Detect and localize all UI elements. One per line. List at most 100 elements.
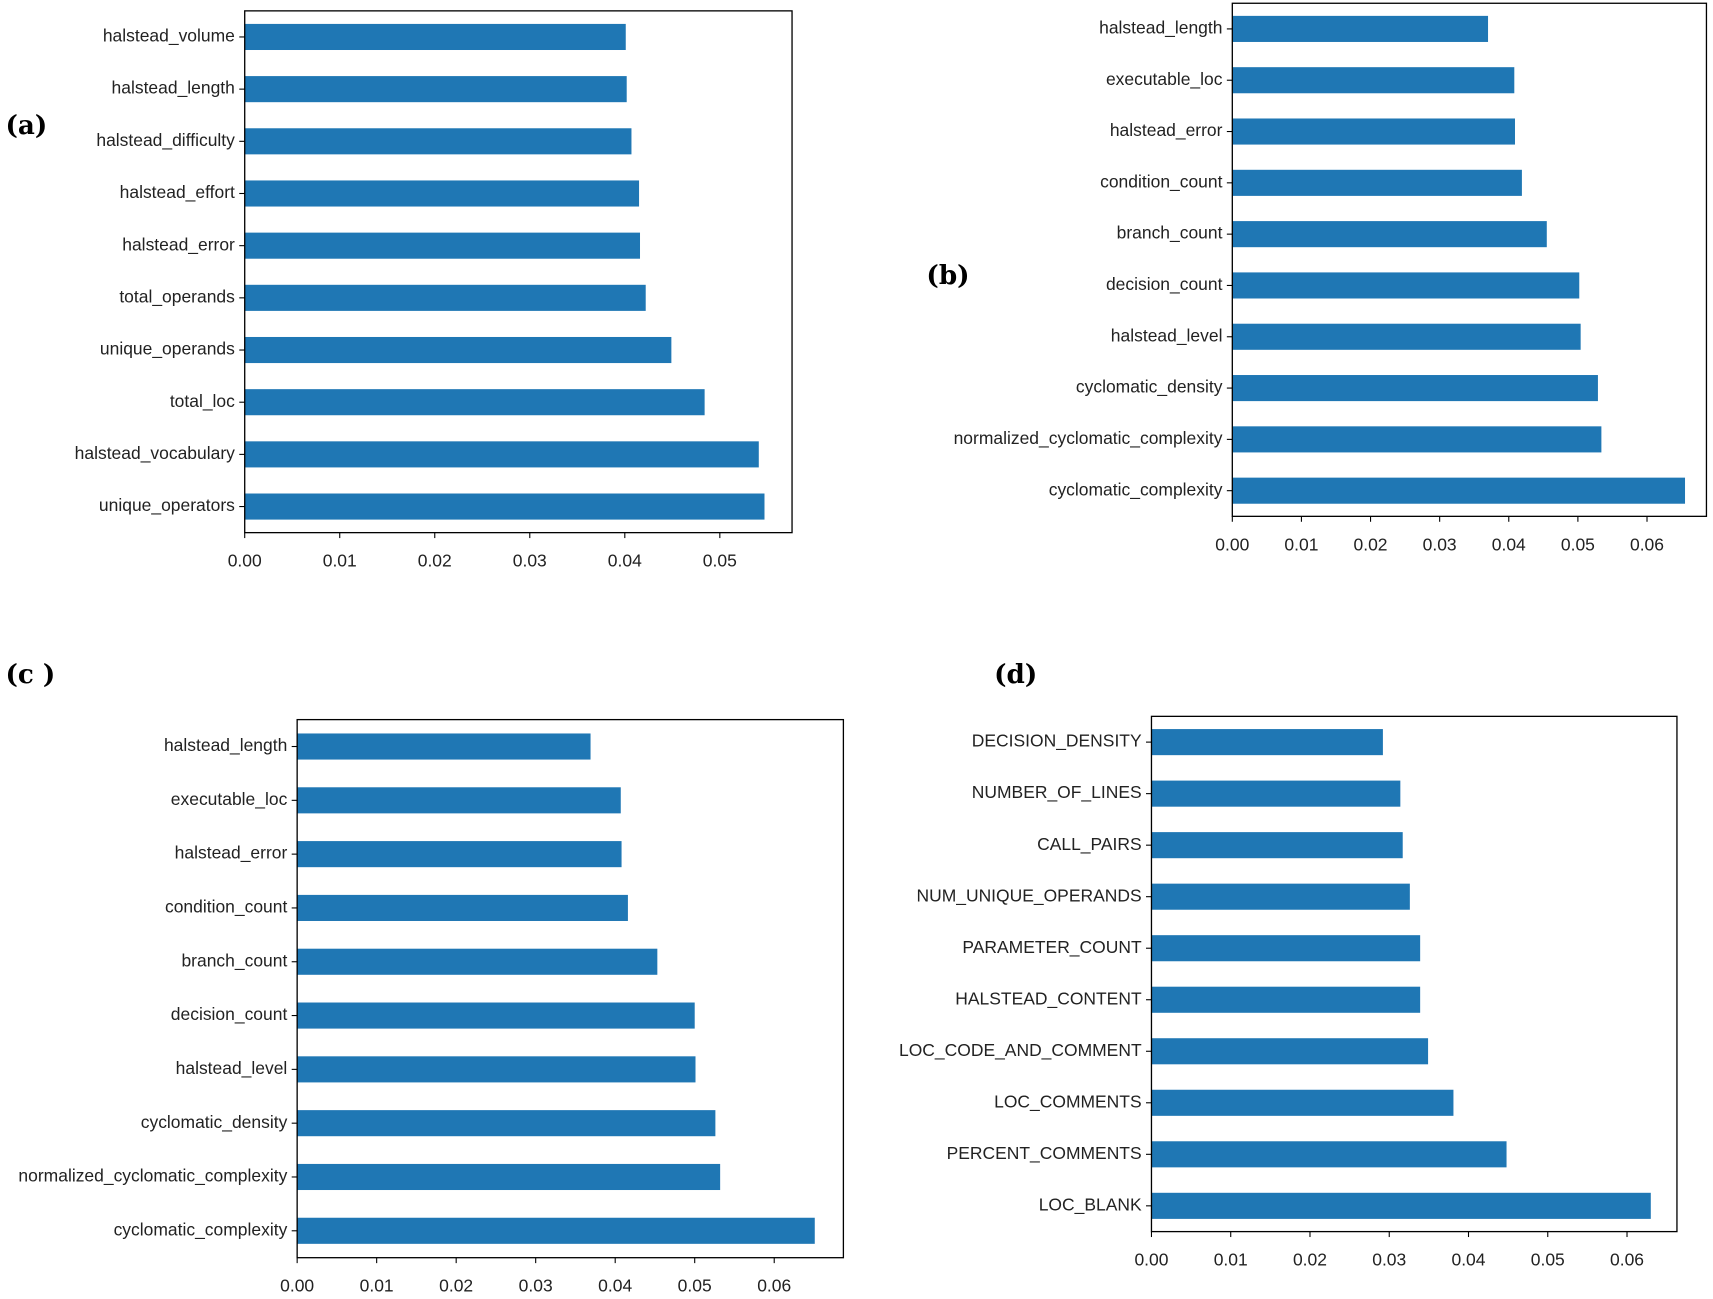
y-tick-label: halstead_length <box>164 735 287 756</box>
x-tick-label: 0.05 <box>1561 534 1595 554</box>
y-tick-label: halstead_error <box>122 234 235 255</box>
x-tick-label: 0.01 <box>360 1276 394 1296</box>
y-tick-label: branch_count <box>181 950 287 971</box>
bar <box>1232 375 1598 402</box>
x-tick-label: 0.02 <box>418 551 452 571</box>
bar <box>297 841 622 868</box>
y-tick-label: CALL_PAIRS <box>1037 834 1142 855</box>
bar <box>1151 883 1410 910</box>
x-tick-label: 0.02 <box>1354 534 1388 554</box>
y-tick-label: cyclomatic_density <box>1076 377 1223 398</box>
y-tick-label: executable_loc <box>1106 69 1223 90</box>
bar <box>1151 986 1421 1013</box>
x-tick-label: 0.02 <box>439 1276 473 1296</box>
bar <box>1151 780 1401 807</box>
bar <box>1151 1038 1429 1065</box>
y-tick-label: unique_operands <box>100 339 235 360</box>
y-tick-label: total_loc <box>170 391 235 412</box>
x-tick-label: 0.03 <box>1372 1250 1406 1270</box>
bar <box>244 441 759 468</box>
bar <box>297 787 621 814</box>
bar <box>244 493 765 520</box>
bar <box>1151 935 1421 962</box>
x-tick-label: 0.03 <box>513 551 547 571</box>
x-tick-label: 0.06 <box>757 1276 791 1296</box>
bar <box>1151 1141 1507 1168</box>
x-tick-label: 0.06 <box>1610 1250 1644 1270</box>
y-tick-label: branch_count <box>1117 223 1223 244</box>
y-tick-label: LOC_COMMENTS <box>994 1091 1142 1112</box>
bar <box>244 76 627 103</box>
bar <box>1232 67 1515 94</box>
bar <box>1151 1192 1651 1219</box>
y-tick-label: executable_loc <box>171 789 288 810</box>
bar <box>244 232 641 259</box>
y-tick-label: PERCENT_COMMENTS <box>947 1143 1142 1164</box>
bar <box>244 336 672 364</box>
y-tick-label: halstead_length <box>1099 18 1222 39</box>
panel-label: (c ) <box>5 659 55 690</box>
bar <box>297 894 628 921</box>
y-tick-label: halstead_volume <box>103 26 235 47</box>
x-tick-label: 0.04 <box>1451 1250 1485 1270</box>
y-tick-label: HALSTEAD_CONTENT <box>955 988 1142 1009</box>
bar <box>297 1110 716 1137</box>
x-tick-label: 0.03 <box>519 1276 553 1296</box>
x-tick-label: 0.00 <box>1134 1250 1168 1270</box>
bar <box>244 23 626 51</box>
y-tick-label: halstead_level <box>1111 325 1223 346</box>
x-tick-label: 0.02 <box>1293 1250 1327 1270</box>
panel-label: (d) <box>994 659 1037 690</box>
bar <box>244 180 640 207</box>
y-tick-label: condition_count <box>1100 171 1223 192</box>
y-tick-label: NUM_UNIQUE_OPERANDS <box>916 885 1141 906</box>
y-tick-label: total_operands <box>119 286 235 307</box>
y-tick-label: condition_count <box>165 897 288 918</box>
y-tick-label: normalized_cyclomatic_complexity <box>18 1166 287 1187</box>
bar <box>244 389 705 416</box>
bar <box>1151 729 1383 756</box>
x-tick-label: 0.05 <box>678 1276 712 1296</box>
bar <box>1151 1089 1454 1116</box>
y-tick-label: LOC_BLANK <box>1039 1194 1142 1215</box>
panel-label: (b) <box>926 260 969 291</box>
x-tick-label: 0.00 <box>1215 534 1249 554</box>
panel-label: (a) <box>5 110 47 141</box>
plot-frame <box>296 718 845 1259</box>
bar <box>1232 169 1522 196</box>
bar <box>1232 15 1489 42</box>
y-tick-label: halstead_error <box>175 843 288 864</box>
y-tick-label: halstead_effort <box>120 182 235 203</box>
bar <box>1232 426 1602 453</box>
bar <box>1232 221 1547 248</box>
y-tick-label: cyclomatic_complexity <box>1049 479 1223 500</box>
y-tick-label: NUMBER_OF_LINES <box>972 782 1142 803</box>
x-tick-label: 0.04 <box>608 551 642 571</box>
bar <box>1232 272 1580 299</box>
x-tick-label: 0.00 <box>228 551 262 571</box>
bar <box>1232 118 1515 145</box>
plot-frame <box>1231 2 1708 517</box>
y-tick-label: halstead_length <box>112 78 235 99</box>
x-tick-label: 0.01 <box>323 551 357 571</box>
y-tick-label: LOC_CODE_AND_COMMENT <box>899 1040 1142 1061</box>
bar <box>297 1163 721 1191</box>
bar <box>1232 323 1581 350</box>
y-tick-label: halstead_difficulty <box>96 130 235 151</box>
y-tick-label: cyclomatic_density <box>141 1112 288 1133</box>
x-tick-label: 0.06 <box>1630 534 1664 554</box>
plot-frame <box>244 10 793 534</box>
y-tick-label: DECISION_DENSITY <box>972 731 1142 752</box>
bar <box>1151 832 1403 859</box>
bar <box>244 128 632 155</box>
x-tick-label: 0.00 <box>280 1276 314 1296</box>
y-tick-label: decision_count <box>171 1004 288 1025</box>
x-tick-label: 0.05 <box>703 551 737 571</box>
plot-frame <box>1150 715 1678 1233</box>
bar <box>297 1217 815 1244</box>
x-tick-label: 0.01 <box>1214 1250 1248 1270</box>
bar <box>297 948 658 975</box>
y-tick-label: unique_operators <box>99 495 235 516</box>
x-tick-label: 0.04 <box>598 1276 632 1296</box>
